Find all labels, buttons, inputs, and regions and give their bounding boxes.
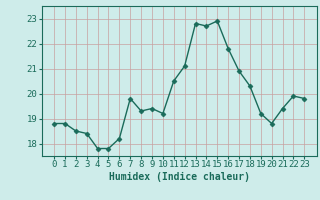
X-axis label: Humidex (Indice chaleur): Humidex (Indice chaleur) — [109, 172, 250, 182]
